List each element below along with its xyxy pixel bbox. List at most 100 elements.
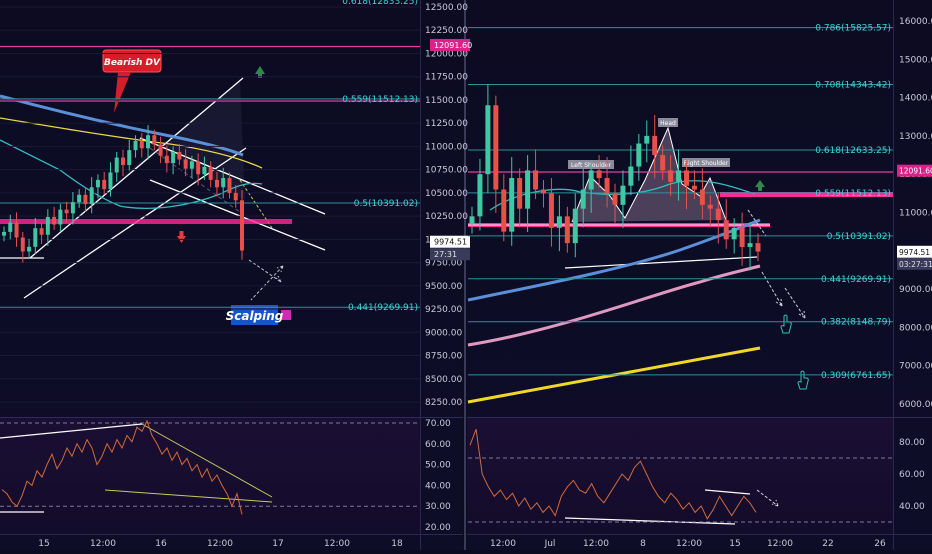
scalping-tag[interactable]: Scalping bbox=[226, 305, 291, 325]
left-rsi-tick: 30.00 bbox=[425, 502, 451, 512]
left-price-tick: 11500.00 bbox=[425, 96, 468, 106]
left-rsi-trend-top bbox=[0, 423, 143, 439]
left-fib-label: 0.5(10391.02) bbox=[354, 199, 418, 209]
right-rsi-line bbox=[469, 429, 757, 520]
left-path-arrow-2 bbox=[250, 265, 284, 301]
right-rsi-tick: 40.00 bbox=[899, 502, 925, 512]
right-rsi-support bbox=[564, 517, 736, 525]
left-candle bbox=[77, 194, 82, 203]
left-rsi-tick: 20.00 bbox=[425, 523, 451, 533]
right-candle bbox=[580, 189, 586, 209]
right-candle bbox=[755, 243, 761, 252]
left-candle bbox=[20, 237, 25, 252]
left-dashed-mid bbox=[149, 147, 241, 213]
right-shoulder-tag: Right Shoulder bbox=[682, 158, 730, 167]
right-price-tick: 7000.00 bbox=[899, 362, 932, 372]
right-price-badge-label: 12091.60 bbox=[899, 167, 932, 176]
right-candle bbox=[747, 243, 753, 247]
left-candle bbox=[58, 209, 63, 225]
right-fib-label: 0.786(15825.57) bbox=[815, 24, 891, 34]
right-hand-cursor-icon-1 bbox=[780, 314, 792, 334]
right-fib-label: 0.559(11512.13) bbox=[815, 189, 891, 199]
left-rsi-line bbox=[1, 419, 243, 515]
right-fib-label: 0.708(14343.42) bbox=[815, 80, 891, 90]
left-ma-yellow bbox=[0, 117, 263, 169]
left-candle bbox=[45, 217, 50, 235]
right-ma-blue bbox=[467, 218, 761, 302]
right-price-badge-label: 9974.51 bbox=[899, 248, 930, 257]
right-candle bbox=[668, 170, 674, 182]
left-rsi-tick: 40.00 bbox=[425, 481, 451, 491]
left-time-label: 17 bbox=[272, 539, 283, 549]
left-candle bbox=[171, 151, 176, 164]
right-price-badge bbox=[897, 164, 932, 177]
right-rsi-trend bbox=[704, 489, 751, 495]
left-channel-upper[interactable] bbox=[29, 77, 244, 259]
left-price-tick: 12000.00 bbox=[425, 49, 468, 59]
left-candle bbox=[202, 166, 207, 175]
right-shoulder-label: Right Shoulder bbox=[684, 160, 729, 167]
right-support-line[interactable] bbox=[564, 256, 758, 269]
right-time-label: Jul bbox=[544, 539, 556, 549]
left-candle bbox=[121, 157, 125, 165]
right-candle bbox=[596, 170, 602, 179]
left-time-label: 12:00 bbox=[207, 539, 233, 549]
left-price-badge-label: 27:31 bbox=[434, 250, 457, 259]
left-candle bbox=[240, 200, 244, 251]
left-candle bbox=[208, 166, 213, 180]
left-price-tick: 9250.00 bbox=[425, 305, 462, 315]
right-time-label: 22 bbox=[822, 539, 833, 549]
left-candle bbox=[233, 192, 238, 201]
left-rsi-tick: 70.00 bbox=[425, 419, 451, 429]
left-price-tick: 9500.00 bbox=[425, 282, 462, 292]
left-candle bbox=[214, 179, 219, 188]
right-candle bbox=[588, 170, 594, 190]
right-candle bbox=[699, 189, 705, 205]
left-wedge-bottom[interactable] bbox=[149, 179, 326, 251]
right-time-label: 12:00 bbox=[767, 539, 793, 549]
right-candle bbox=[493, 105, 499, 190]
right-fib-label: 0.382(8148.79) bbox=[821, 318, 891, 328]
left-candle bbox=[83, 194, 88, 205]
left-price-tick: 11250.00 bbox=[425, 119, 468, 129]
left-resistance-zone[interactable] bbox=[0, 219, 292, 224]
right-price-badge bbox=[897, 245, 932, 258]
left-candle bbox=[127, 150, 132, 165]
right-candle bbox=[628, 166, 634, 186]
right-candle bbox=[676, 170, 682, 182]
left-candle bbox=[146, 135, 151, 149]
right-candle bbox=[517, 178, 523, 209]
left-price-badge bbox=[430, 248, 470, 261]
left-up-arrow-stem bbox=[258, 74, 262, 78]
right-time-label: 8 bbox=[640, 539, 646, 549]
left-price-tick: 12250.00 bbox=[425, 26, 468, 36]
right-price-tick: 11000.00 bbox=[899, 209, 932, 219]
left-rsi-trend-yellow bbox=[141, 423, 273, 498]
left-price-tick: 8500.00 bbox=[425, 375, 462, 385]
right-price-tick: 6000.00 bbox=[899, 400, 932, 410]
right-candle bbox=[485, 105, 491, 175]
right-time-label: 26 bbox=[874, 539, 886, 549]
left-rsi-tick: 50.00 bbox=[425, 461, 451, 471]
left-wedge-top[interactable] bbox=[139, 137, 326, 215]
right-price-tick: 15000.00 bbox=[899, 55, 932, 65]
bearish-dv-callout[interactable]: Bearish DV bbox=[102, 49, 162, 113]
left-time-label: 18 bbox=[391, 539, 403, 549]
right-candle bbox=[644, 135, 650, 144]
right-candle bbox=[469, 216, 475, 224]
right-rsi-arrow bbox=[756, 489, 779, 507]
left-candle bbox=[108, 172, 113, 190]
right-resistance-zone[interactable] bbox=[720, 192, 893, 197]
right-price-badge bbox=[897, 257, 932, 270]
right-candle bbox=[739, 227, 745, 247]
left-candle bbox=[14, 222, 19, 238]
left-candle bbox=[64, 209, 69, 214]
right-candle bbox=[731, 227, 737, 240]
right-candle bbox=[684, 170, 689, 186]
left-candle bbox=[183, 159, 188, 169]
right-candle bbox=[691, 185, 697, 190]
left-fib-label: 0.559(11512.13) bbox=[342, 95, 418, 105]
left-price-tick: 10250.00 bbox=[425, 212, 468, 222]
